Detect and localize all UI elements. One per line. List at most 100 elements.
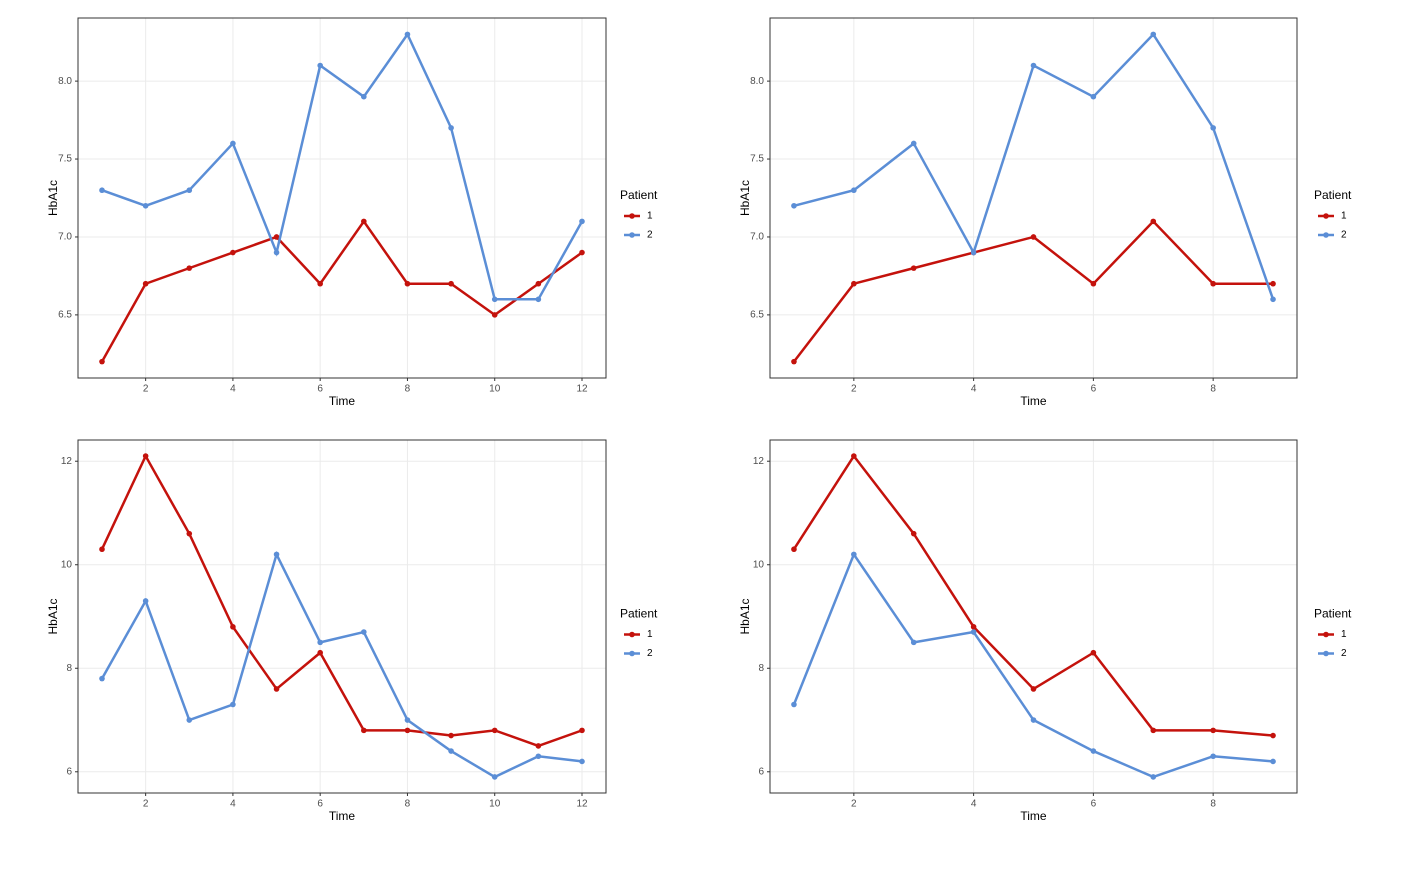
y-tick-label: 12 xyxy=(61,456,73,467)
legend-label: 2 xyxy=(1341,648,1347,659)
data-point xyxy=(186,717,193,723)
series-line xyxy=(100,550,583,779)
data-point xyxy=(142,202,149,209)
y-tick-label: 7.0 xyxy=(750,232,764,243)
x-tick-label: 12 xyxy=(576,799,588,810)
x-tick-label: 4 xyxy=(230,799,236,810)
data-point xyxy=(1270,296,1276,303)
data-point xyxy=(910,140,917,147)
y-tick-label: 7.5 xyxy=(58,154,72,165)
data-point xyxy=(1210,280,1216,287)
x-tick-label: 12 xyxy=(576,384,588,395)
data-point xyxy=(99,675,105,682)
data-point xyxy=(1150,218,1157,225)
data-point xyxy=(579,727,585,734)
data-point xyxy=(491,727,498,734)
data-point xyxy=(535,280,542,287)
legend-swatch-point xyxy=(629,213,635,219)
data-point xyxy=(491,774,498,780)
data-point xyxy=(1030,717,1037,723)
data-point xyxy=(230,249,236,256)
x-tick-label: 6 xyxy=(1091,384,1097,395)
y-tick-label: 8 xyxy=(66,663,72,674)
data-point xyxy=(99,187,105,194)
x-axis-title: Time xyxy=(1020,394,1047,408)
data-point xyxy=(448,125,454,131)
data-point xyxy=(1210,753,1216,760)
y-tick-label: 10 xyxy=(753,559,765,570)
x-axis-title: Time xyxy=(329,809,356,823)
data-point xyxy=(230,624,236,630)
series-line xyxy=(101,31,584,301)
legend-swatch-point xyxy=(629,232,635,238)
data-point xyxy=(535,743,542,749)
data-point xyxy=(361,727,367,734)
data-point xyxy=(491,296,498,303)
data-point xyxy=(579,218,585,225)
x-tick-label: 8 xyxy=(1210,384,1216,395)
data-point xyxy=(791,701,797,708)
x-axis-title: Time xyxy=(1020,809,1047,823)
data-point xyxy=(404,280,411,287)
x-tick-label: 2 xyxy=(143,384,149,395)
x-tick-label: 8 xyxy=(405,384,411,395)
data-point xyxy=(317,280,323,287)
data-point xyxy=(851,187,857,194)
x-tick-label: 10 xyxy=(489,799,501,810)
legend-label: 1 xyxy=(1341,629,1347,640)
data-point xyxy=(579,249,585,256)
data-point xyxy=(851,280,857,287)
y-tick-label: 6.5 xyxy=(750,310,764,321)
y-tick-label: 10 xyxy=(61,559,73,570)
data-point xyxy=(1150,31,1157,38)
data-point xyxy=(791,546,797,553)
legend-swatch-point xyxy=(629,631,635,638)
data-point xyxy=(791,358,797,365)
data-point xyxy=(448,732,454,739)
data-point xyxy=(317,639,323,646)
y-tick-label: 8.0 xyxy=(750,76,764,87)
chart-panel: 6.5 7.0 7.5 8.0 2 4 6 8 Time HbA1c Patient 1 2 xyxy=(738,17,1352,408)
data-point xyxy=(1150,774,1157,780)
data-point xyxy=(791,202,797,209)
data-point xyxy=(1270,280,1276,287)
x-tick-label: 6 xyxy=(317,799,323,810)
data-point xyxy=(579,758,585,765)
data-point xyxy=(317,62,323,69)
x-tick-label: 2 xyxy=(851,799,857,810)
legend-label: 1 xyxy=(1341,211,1347,222)
series-line xyxy=(792,219,1274,363)
x-tick-label: 2 xyxy=(851,384,857,395)
data-point xyxy=(851,453,857,459)
data-point xyxy=(970,629,977,635)
data-point xyxy=(1150,727,1157,734)
data-point xyxy=(186,265,193,271)
data-point xyxy=(1210,125,1216,131)
data-point xyxy=(1030,234,1037,240)
data-point xyxy=(230,701,236,708)
data-point xyxy=(1090,280,1097,287)
data-point xyxy=(404,727,411,734)
data-point xyxy=(273,551,280,558)
y-tick-label: 6.5 xyxy=(58,310,72,321)
data-point xyxy=(230,140,236,147)
data-point xyxy=(404,717,411,723)
data-point xyxy=(1090,93,1097,100)
legend-swatch-point xyxy=(1323,232,1329,238)
data-point xyxy=(186,187,193,194)
data-point xyxy=(361,93,367,100)
data-point xyxy=(491,312,498,318)
x-axis-title: Time xyxy=(329,394,356,408)
panel-border xyxy=(769,439,1298,794)
legend-title: Patient xyxy=(620,188,658,202)
legend-label: 2 xyxy=(647,230,653,241)
data-point xyxy=(273,249,280,256)
legend-label: 1 xyxy=(647,629,653,640)
series-line xyxy=(792,551,1274,779)
y-tick-label: 12 xyxy=(753,456,765,467)
y-tick-label: 8 xyxy=(758,663,764,674)
x-tick-label: 8 xyxy=(1210,799,1216,810)
series-line xyxy=(100,219,583,363)
